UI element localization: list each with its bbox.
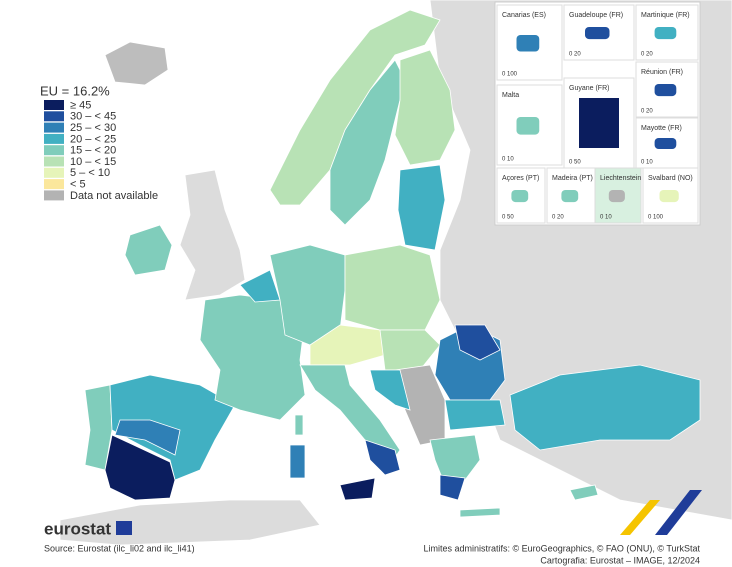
inset-scale: 0 20 [641,52,653,58]
inset-region [579,98,619,148]
legend-swatch [44,179,64,190]
greece-east [439,474,466,501]
legend-label: ≥ 45 [70,99,91,111]
finland [394,49,456,166]
italy-south [364,439,401,476]
inset-label: Mayotte (FR) [641,125,682,132]
legend-label: 20 – < 25 [70,133,116,145]
inset-region [654,27,677,40]
legend-label: Data not available [70,190,158,202]
inset-region [585,27,610,40]
greece [429,434,481,486]
uk [179,169,246,301]
legend-label: 25 – < 30 [70,122,116,134]
insets: Canarias (ES) 0 100 Guadeloupe (FR) 0 20 Mar… [496,4,699,224]
inset-frame [635,4,699,61]
inset-scale: 0 10 [641,160,653,166]
deco-yellow [620,500,660,535]
legend-title: EU = 16.2% [40,83,110,98]
inset-region [608,190,625,203]
inset-region [654,84,677,97]
corsica [294,414,304,436]
legend-label: 15 – < 20 [70,145,116,157]
spain-centre [114,419,181,456]
legend-label: 30 – < 45 [70,111,116,123]
inset-label: Martinique (FR) [641,12,690,19]
legend-label: < 5 [70,179,86,191]
legend-swatch [44,122,64,133]
inset-region [516,35,540,52]
legend-swatch [44,145,64,156]
legend-swatch [44,133,64,144]
logo-text: eurostat [44,519,111,538]
sicily [339,477,376,501]
source: Source: Eurostat (ilc_li02 and ilc_li41) [44,543,195,553]
sardinia [289,444,306,479]
inset-label: Malta [502,92,519,99]
inset-label: Guadeloupe (FR) [569,12,623,19]
inset-scale: 0 20 [552,215,564,221]
sweden [329,59,406,226]
deco-blue [655,490,702,535]
inset-label: Guyane (FR) [569,85,609,92]
inset-scale: 0 10 [600,215,612,221]
romania-dark [454,324,501,361]
legend-swatch [44,111,64,122]
iceland [104,41,169,86]
inset-scale: 0 100 [502,72,518,78]
croatia [369,369,411,411]
legend-swatch [44,167,64,178]
inset-scale: 0 20 [569,52,581,58]
ireland [124,224,173,276]
legend-swatch [44,190,64,201]
inset-scale: 0 50 [502,215,514,221]
inset-scale: 0 20 [641,109,653,115]
inset-region [659,190,679,203]
poland [344,244,441,331]
inset-scale: 0 50 [569,160,581,166]
inset-label: Madeira (PT) [552,175,593,182]
cyprus [569,484,599,501]
eu-flag [116,521,132,535]
inset-scale: 0 100 [648,215,664,221]
cartography: Cartografia: Eurostat – IMAGE, 12/2024 [540,555,700,565]
boundaries: Limites administratifs: © EuroGeographic… [424,543,701,553]
hungary-slovakia [379,329,441,371]
spain-south [104,434,176,501]
bulgaria [444,399,506,431]
inset-label: Liechtenstein [600,175,641,182]
turkey [509,364,701,451]
baltics [397,164,446,251]
legend-swatch [44,156,64,167]
inset-scale: 0 10 [502,157,514,163]
inset-region [561,190,579,203]
legend-label: 10 – < 15 [70,156,116,168]
base-map [59,0,732,546]
legend-label: 5 – < 10 [70,167,110,179]
inset-label: Açores (PT) [502,175,539,182]
inset-region [654,138,677,149]
inset-label: Réunion (FR) [641,69,683,76]
norway [269,9,441,206]
crete [459,507,501,518]
legend-swatch [44,100,64,110]
inset-label: Svalbard (NO) [648,175,693,182]
inset-region [511,190,529,203]
inset-region [516,117,540,135]
inset-label: Canarias (ES) [502,12,546,19]
